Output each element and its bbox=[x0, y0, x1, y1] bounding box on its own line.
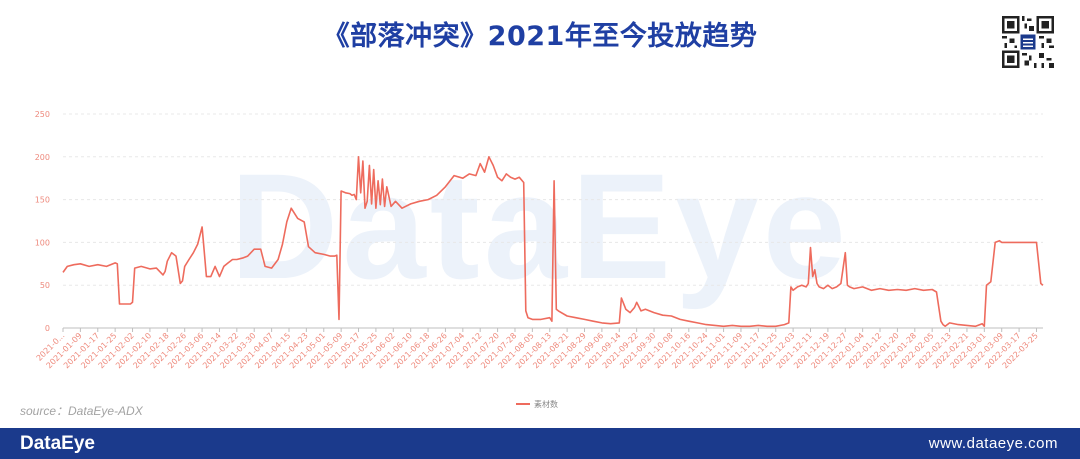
y-axis-ticks: 0 50 100 150 200 250 bbox=[35, 110, 50, 333]
y-tick-label: 200 bbox=[35, 153, 50, 162]
footer-brand: DataEye bbox=[20, 433, 95, 454]
source-note: source：DataEye-ADX bbox=[20, 404, 143, 418]
series-line bbox=[62, 156, 1044, 328]
y-tick-label: 150 bbox=[35, 196, 50, 205]
legend-label: 素材数 bbox=[534, 399, 558, 409]
x-axis-ticks: 2021-0...2021-01-092021-01-172021-01-252… bbox=[35, 328, 1040, 370]
watermark-text: DataEye bbox=[230, 142, 850, 310]
series-layer bbox=[62, 156, 1044, 328]
footer-url[interactable]: www.dataeye.com bbox=[928, 435, 1058, 452]
y-tick-label: 100 bbox=[35, 238, 50, 247]
y-tick-label: 250 bbox=[35, 110, 50, 119]
qr-code bbox=[1002, 16, 1054, 68]
y-tick-label: 0 bbox=[45, 324, 50, 333]
watermark: DataEye bbox=[230, 142, 850, 310]
legend[interactable]: 素材数 bbox=[516, 399, 558, 409]
footer-bar: DataEye www.dataeye.com bbox=[0, 428, 1080, 459]
page-title: 《部落冲突》2021年至今投放趋势 bbox=[322, 21, 758, 52]
y-tick-label: 50 bbox=[40, 281, 50, 290]
